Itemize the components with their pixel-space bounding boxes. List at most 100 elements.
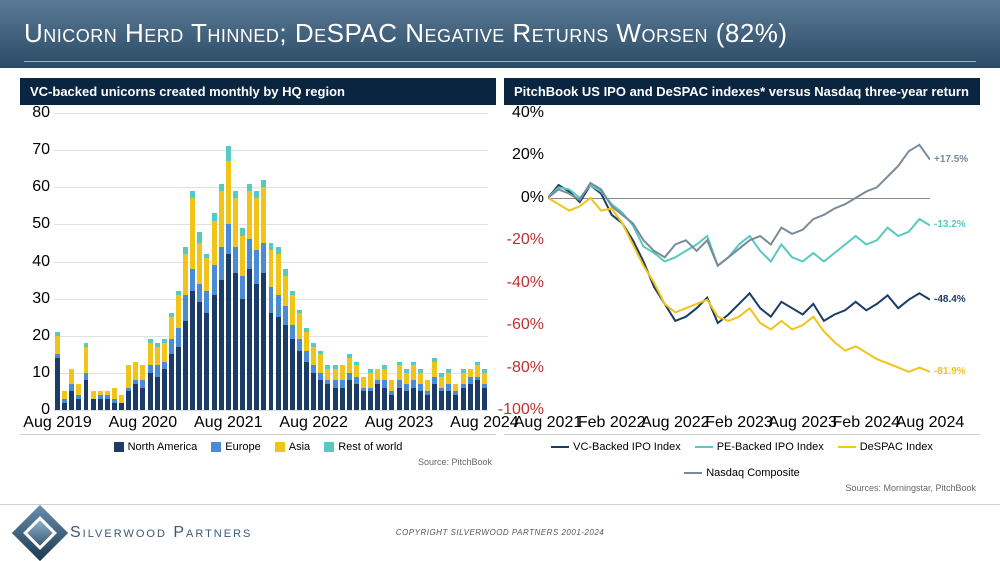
y-tick-label: -80% [507,359,548,377]
slide-header: Unicorn Herd Thinned; DeSPAC Negative Re… [0,0,1000,68]
bar-segment [148,365,153,372]
bar-segment [368,373,373,388]
bar-segment [375,384,380,410]
bar-segment [169,354,174,410]
bar-segment [354,365,359,376]
right-chart-legend: VC-Backed IPO IndexPE-Backed IPO IndexDe… [504,435,980,481]
bar-segment [397,388,402,410]
bar-segment [382,388,387,410]
bar-segment [375,369,380,380]
bar-segment [212,221,217,266]
y-tick-label: -20% [507,231,548,249]
bar-segment [269,243,274,250]
bar-segment [69,369,74,384]
bar-segment [276,317,281,410]
bar-segment [254,198,259,250]
bar-segment [247,269,252,410]
bar-segment [475,380,480,410]
bar-segment [446,373,451,384]
series-line [548,198,930,372]
bar-segment [411,388,416,410]
bar-segment [418,369,423,373]
bar-segment [354,362,359,366]
bar-segment [439,391,444,410]
bar-segment [283,325,288,410]
bar-segment [212,295,217,410]
bar-segment [126,365,131,387]
bar-segment [240,228,245,235]
bar-segment [354,384,359,410]
bar-segment [119,395,124,402]
left-chart-legend: North AmericaEuropeAsiaRest of world [20,435,496,455]
bar-segment [261,180,266,187]
bar-segment [76,395,81,399]
bar-segment [354,377,359,384]
bar-segment [269,250,274,287]
bar-segment [240,276,245,298]
bar-segment [446,384,451,391]
bar-segment [297,339,302,350]
x-tick-label: Aug 2022 [279,410,348,432]
bar-segment [197,284,202,303]
x-tick-label: Aug 2021 [194,410,263,432]
bar-segment [62,399,67,403]
bar-segment [233,273,238,410]
legend-label: North America [128,441,198,453]
bar-segment [190,198,195,269]
x-tick-label: Aug 2020 [109,410,178,432]
bar-segment [418,391,423,410]
y-tick-label: 20 [32,327,54,345]
bar-segment [183,247,188,254]
legend-item: VC-Backed IPO Index [551,441,681,453]
bar-segment [76,399,81,410]
bar-segment [453,395,458,410]
bar-segment [297,313,302,339]
right-chart-body: -100%-80%-60%-40%-20%0%20%40%-48.4%-13.2… [504,105,980,435]
bar-segment [418,384,423,391]
bar-segment [176,291,181,295]
bar-segment [389,380,394,391]
bar-segment [311,365,316,372]
bar-segment [482,373,487,384]
bar-segment [325,384,330,410]
x-tick-label: Aug 2022 [641,410,710,432]
company-name: Silverwood Partners [70,524,252,542]
bar-segment [155,343,160,347]
right-chart-source: Sources: Morningstar, PitchBook [504,481,980,493]
bar-segment [233,247,238,273]
bar-segment [84,373,89,380]
bar-segment [91,391,96,398]
bar-segment [233,191,238,198]
bar-segment [482,384,487,388]
bar-segment [254,284,259,410]
bar-segment [190,191,195,198]
y-tick-label: 0% [521,189,548,207]
bar-segment [183,254,188,295]
bar-segment [333,388,338,410]
bar-segment [84,380,89,410]
bar-segment [155,365,160,376]
bar-segment [62,403,67,410]
bar-segment [233,198,238,246]
bar-segment [247,191,252,239]
bar-segment [269,287,274,313]
legend-label: Rest of world [338,441,402,453]
bar-segment [340,388,345,410]
bar-segment [453,391,458,395]
bar-segment [333,380,338,387]
bar-segment [176,347,181,410]
bar-segment [98,395,103,399]
y-tick-label: 70 [32,141,54,159]
bar-segment [290,291,295,295]
bar-segment [55,354,60,358]
bar-segment [55,358,60,410]
bar-segment [475,365,480,376]
bar-segment [204,313,209,410]
bar-segment [219,184,224,191]
bar-segment [261,273,266,410]
bar-segment [461,384,466,388]
bar-segment [240,299,245,410]
bar-segment [290,339,295,410]
x-tick-label: Aug 2024 [896,410,965,432]
copyright-text: COPYRIGHT SILVERWOOD PARTNERS 2001-2024 [396,528,604,537]
